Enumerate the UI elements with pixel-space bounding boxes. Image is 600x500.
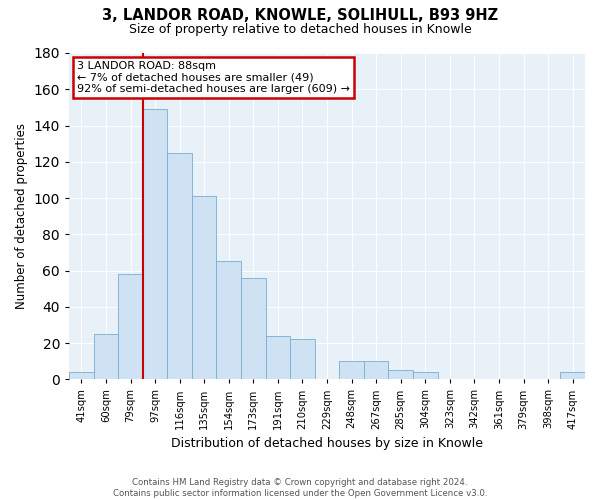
- Bar: [217, 262, 241, 380]
- Bar: [143, 109, 167, 380]
- Bar: [560, 372, 585, 380]
- Bar: [118, 274, 143, 380]
- Bar: [241, 278, 266, 380]
- Bar: [413, 372, 437, 380]
- Bar: [364, 361, 388, 380]
- Bar: [340, 361, 364, 380]
- Bar: [290, 340, 315, 380]
- Bar: [388, 370, 413, 380]
- Bar: [69, 372, 94, 380]
- Y-axis label: Number of detached properties: Number of detached properties: [15, 123, 28, 309]
- Text: 3 LANDOR ROAD: 88sqm
← 7% of detached houses are smaller (49)
92% of semi-detach: 3 LANDOR ROAD: 88sqm ← 7% of detached ho…: [77, 61, 350, 94]
- Bar: [167, 152, 192, 380]
- X-axis label: Distribution of detached houses by size in Knowle: Distribution of detached houses by size …: [171, 437, 483, 450]
- Text: Size of property relative to detached houses in Knowle: Size of property relative to detached ho…: [128, 22, 472, 36]
- Bar: [266, 336, 290, 380]
- Text: Contains HM Land Registry data © Crown copyright and database right 2024.
Contai: Contains HM Land Registry data © Crown c…: [113, 478, 487, 498]
- Bar: [94, 334, 118, 380]
- Text: 3, LANDOR ROAD, KNOWLE, SOLIHULL, B93 9HZ: 3, LANDOR ROAD, KNOWLE, SOLIHULL, B93 9H…: [102, 8, 498, 22]
- Bar: [192, 196, 217, 380]
